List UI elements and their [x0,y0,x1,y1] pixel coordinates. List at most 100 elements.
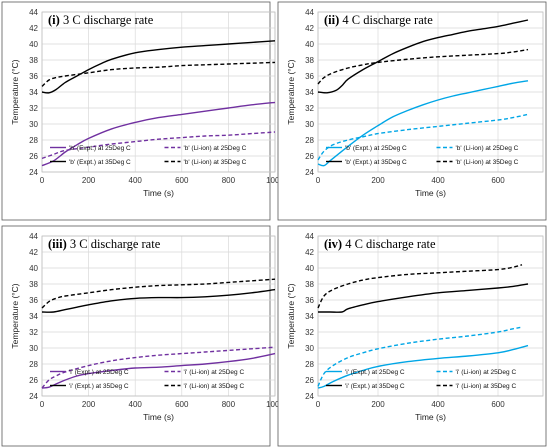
y-tick-label: 34 [29,88,38,97]
legend-entry: 'i' (Expt.) at 35Deg C [345,383,405,390]
x-axis-label: Time (s) [415,412,446,422]
legend-entry: 'i' (Expt.) at 25Deg C [69,369,129,376]
y-tick-label: 26 [305,376,314,385]
y-tick-label: 32 [29,328,38,337]
series-line-3 [41,288,276,313]
x-tick-label: 400 [129,176,143,185]
x-tick-label: 1000 [266,400,284,409]
y-tick-label: 34 [29,312,38,321]
series-line-1 [317,80,529,167]
x-tick-label: 800 [222,176,236,185]
panel-frame [277,1,547,221]
chart-title-number: (ii) [324,13,339,27]
y-axis-label: Temperature (°C) [10,59,20,124]
chart-title: (ii) 4 C discharge rate [324,13,433,27]
x-tick-label: 200 [371,400,385,409]
chart-panel-2: 24 26 28 30 32 34 36 38 40 42 44 0 200 400 600 Time (s)… [277,1,547,221]
x-tick-label: 0 [316,176,321,185]
series-line-3 [317,283,529,313]
y-tick-label: 36 [305,72,314,81]
legend-entry: 'i' (Li-ion) at 25Deg C [456,369,517,376]
y-tick-label: 30 [29,120,38,129]
series-line-1 [41,101,276,167]
y-tick-label: 38 [305,280,314,289]
legend-entry: 'i' (Expt.) at 25Deg C [345,369,405,376]
y-tick-label: 28 [29,360,38,369]
y-tick-label: 28 [305,136,314,145]
y-tick-label: 40 [29,40,38,49]
x-axis-label: Time (s) [143,412,174,422]
chart-panel-1: 24 26 28 30 32 34 36 38 40 42 44 0 200 400 600 800 1000 T… [1,1,284,221]
chart-title: (iv) 4 C discharge rate [324,237,436,251]
series-line-3 [317,19,529,94]
panel-frame [277,225,547,447]
y-tick-label: 44 [305,232,314,241]
legend-entry: 'b' (Expt.) at 25Deg C [69,145,131,152]
legend-entry: 'b' (Li-ion) at 25Deg C [456,145,519,152]
y-axis-label: Temperature (°C) [10,283,20,348]
series-line-3 [41,40,276,94]
x-tick-label: 0 [316,400,321,409]
y-tick-label: 26 [29,376,38,385]
x-tick-label: 200 [82,176,96,185]
y-axis-label: Temperature (°C) [286,59,296,124]
y-tick-label: 42 [305,24,314,33]
y-tick-label: 36 [29,72,38,81]
y-tick-label: 32 [305,328,314,337]
x-tick-label: 0 [40,176,45,185]
x-tick-label: 600 [491,400,505,409]
series-line-2 [41,131,276,160]
series-line-2 [317,113,529,161]
panel-frame [1,225,271,447]
x-tick-label: 600 [175,400,189,409]
y-tick-label: 24 [29,168,38,177]
y-tick-label: 38 [29,56,38,65]
y-tick-label: 34 [305,312,314,321]
y-tick-label: 28 [305,360,314,369]
x-tick-label: 400 [431,176,445,185]
series-line-1 [317,344,529,389]
plot-area [317,235,544,397]
legend-entry: 'i' (Expt.) at 35Deg C [69,383,129,390]
y-tick-label: 40 [305,264,314,273]
y-tick-label: 30 [305,344,314,353]
y-tick-label: 44 [29,232,38,241]
legend-entry: 'b' (Expt.) at 25Deg C [345,145,407,152]
legend-entry: 'b' (Li-ion) at 25Deg C [184,145,247,152]
x-axis-label: Time (s) [143,188,174,198]
y-tick-label: 30 [305,120,314,129]
y-tick-label: 24 [305,168,314,177]
y-tick-label: 26 [305,152,314,161]
chart-panel-3: 24 26 28 30 32 34 36 38 40 42 44 0 200 400 600 800 1000 T… [1,225,284,447]
chart-title-text: 4 C discharge rate [342,237,436,251]
chart-panel-4: 24 26 28 30 32 34 36 38 40 42 44 0 200 400 600 Time (s)… [277,225,547,447]
legend-entry: 'b' (Expt.) at 35Deg C [345,159,407,166]
y-tick-label: 32 [305,104,314,113]
chart-title: (i) 3 C discharge rate [48,13,154,27]
y-tick-label: 44 [29,8,38,17]
chart-title: (iii) 3 C discharge rate [48,237,161,251]
legend-entry: 'b' (Li-ion) at 35Deg C [456,159,519,166]
x-tick-label: 800 [222,400,236,409]
chart-title-number: (iii) [48,237,67,251]
panel-frame [1,1,271,221]
y-tick-label: 36 [305,296,314,305]
y-tick-label: 26 [29,152,38,161]
x-tick-label: 400 [431,400,445,409]
y-tick-label: 42 [29,248,38,257]
y-tick-label: 38 [29,280,38,289]
chart-title-number: (i) [48,13,60,27]
x-tick-label: 600 [491,176,505,185]
chart-title-text: 3 C discharge rate [60,13,154,27]
series-line-2 [41,346,276,389]
y-axis-label: Temperature (°C) [286,283,296,348]
legend-entry: 'b' (Expt.) at 35Deg C [69,159,131,166]
series-line-4 [41,61,276,87]
y-tick-label: 34 [305,88,314,97]
y-tick-label: 38 [305,56,314,65]
series-line-4 [317,264,523,309]
y-tick-label: 40 [305,40,314,49]
x-tick-label: 1000 [266,176,284,185]
series-line-1 [41,352,276,389]
x-tick-label: 200 [371,176,385,185]
